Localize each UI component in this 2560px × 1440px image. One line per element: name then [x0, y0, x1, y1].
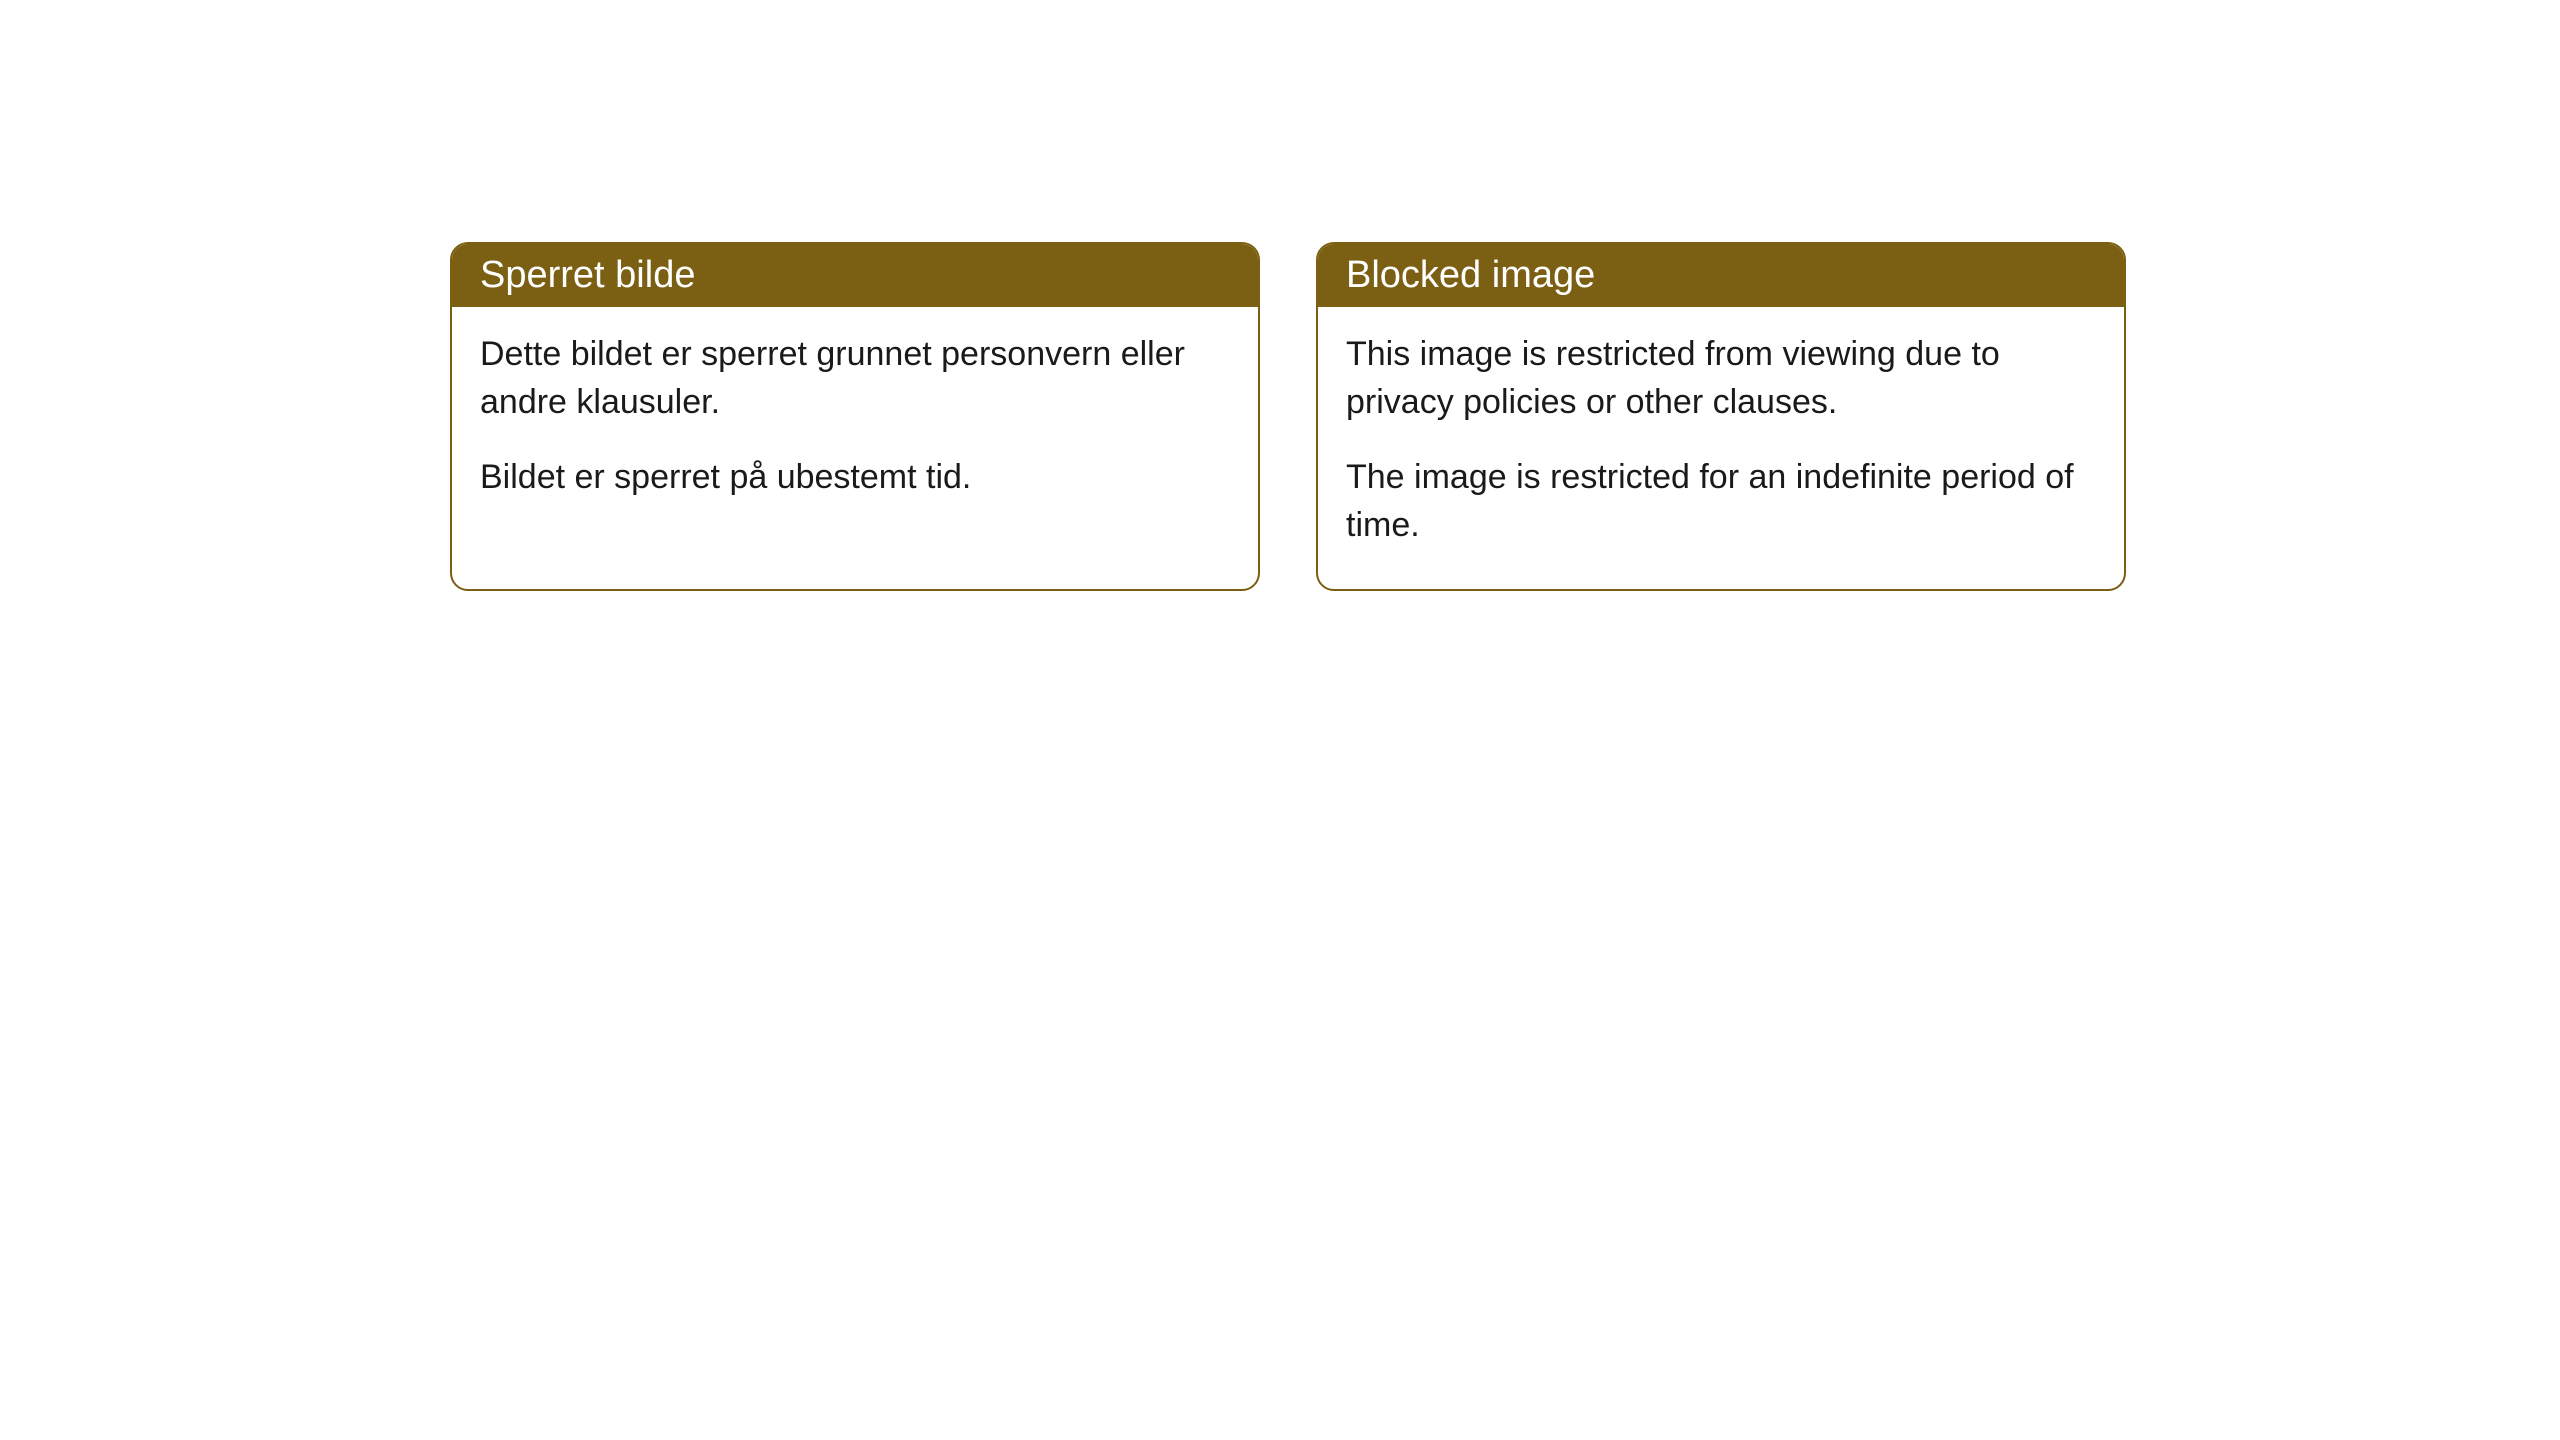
- card-paragraph: This image is restricted from viewing du…: [1346, 331, 2096, 426]
- blocked-image-card-norwegian: Sperret bilde Dette bildet er sperret gr…: [450, 242, 1260, 591]
- card-body-english: This image is restricted from viewing du…: [1318, 307, 2124, 589]
- card-title-english: Blocked image: [1318, 244, 2124, 307]
- card-paragraph: The image is restricted for an indefinit…: [1346, 454, 2096, 549]
- card-body-norwegian: Dette bildet er sperret grunnet personve…: [452, 307, 1258, 542]
- notice-cards-container: Sperret bilde Dette bildet er sperret gr…: [450, 242, 2126, 591]
- card-paragraph: Bildet er sperret på ubestemt tid.: [480, 454, 1230, 502]
- card-title-norwegian: Sperret bilde: [452, 244, 1258, 307]
- blocked-image-card-english: Blocked image This image is restricted f…: [1316, 242, 2126, 591]
- card-paragraph: Dette bildet er sperret grunnet personve…: [480, 331, 1230, 426]
